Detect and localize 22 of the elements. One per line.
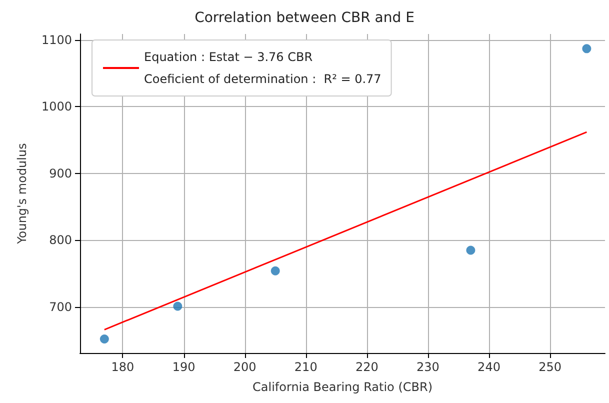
point	[173, 302, 182, 311]
point	[466, 246, 476, 255]
point	[582, 44, 592, 54]
y-tick-label: 1100	[41, 33, 72, 48]
y-tick-label: 1000	[41, 100, 72, 114]
chart-title: Correlation between CBR and E	[194, 10, 414, 26]
y-axis-title: Young's modulus	[15, 143, 29, 245]
x-tick-label: 240	[478, 360, 500, 374]
x-tick-label: 250	[538, 360, 562, 374]
x-tick-label: 190	[172, 360, 196, 374]
x-tick-label: 230	[416, 360, 440, 374]
y-tick-label: 700	[49, 300, 72, 314]
x-tick-label: 210	[294, 360, 318, 374]
y-tick-label: 900	[49, 166, 72, 180]
point	[100, 334, 109, 344]
point	[270, 266, 280, 276]
legend-label: Equation : Estat − 3.76 CBR Coeficient of determination : R² = 0.77	[144, 50, 382, 86]
x-tick-label: 220	[355, 360, 378, 374]
y-tick-label: 800	[49, 233, 72, 248]
x-tick-label: 180	[111, 360, 134, 374]
x-tick-label: 200	[233, 360, 256, 374]
x-axis-title: California Bearing Ratio (CBR)	[252, 380, 433, 394]
